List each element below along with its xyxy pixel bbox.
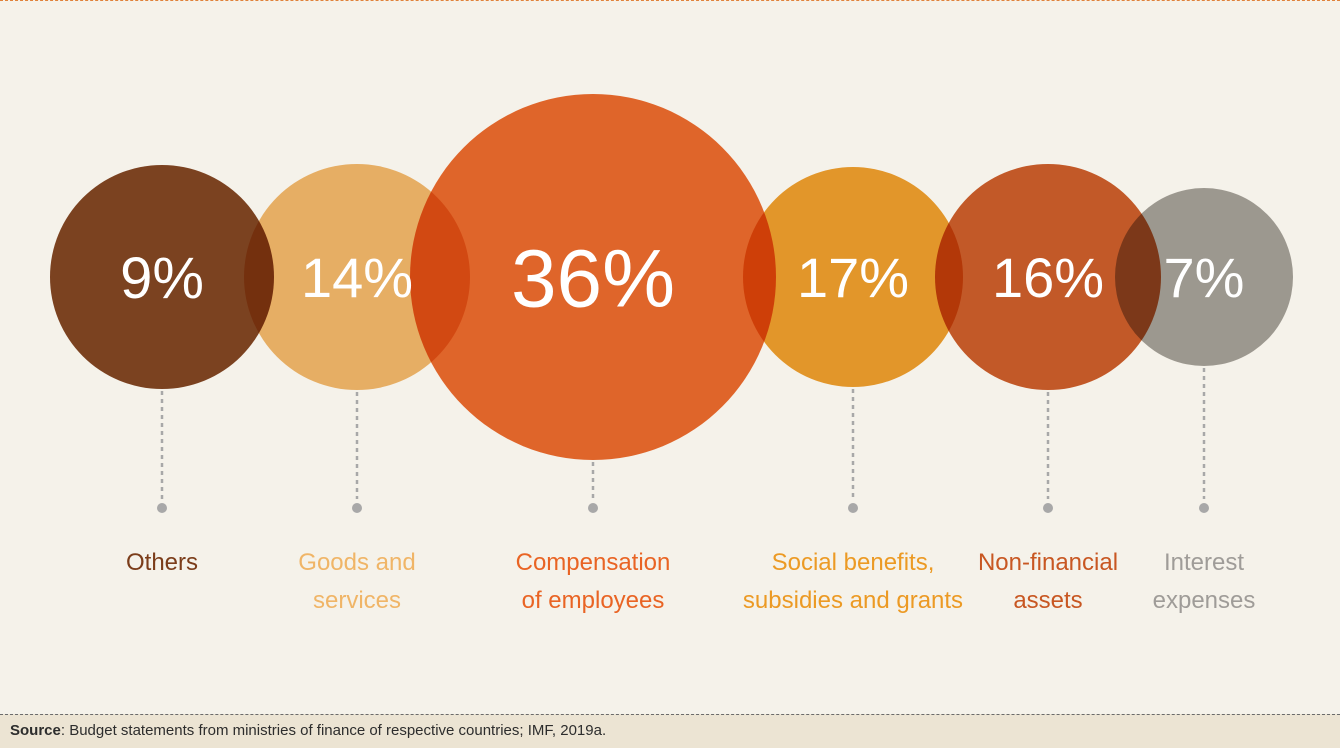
category-label-interest-expenses-line-1: Interest <box>1164 549 1244 576</box>
value-label-compensation-of-employees: 36% <box>511 234 675 325</box>
category-label-compensation-of-employees-line-1: Compensation <box>516 549 671 576</box>
source-note: Source: Budget statements from ministrie… <box>0 714 1340 748</box>
category-label-compensation-of-employees-line-2: of employees <box>522 587 665 614</box>
value-label-others: 9% <box>120 246 204 311</box>
top-dashed-rule <box>0 0 1340 1</box>
value-label-interest-expenses: 7% <box>1164 246 1245 309</box>
bubble-chart: 9% 14% 36% 17% 16% 7% Others Goods and services… <box>50 94 1293 614</box>
category-label-others-line-1: Others <box>126 549 198 576</box>
leader-dot-social-benefits-subsidies-and-grants <box>848 503 858 513</box>
leader-dot-interest-expenses <box>1199 503 1209 513</box>
leader-dot-non-financial-assets <box>1043 503 1053 513</box>
category-label-goods-and-services-line-1: Goods and <box>298 549 415 576</box>
category-label-non-financial-assets-line-2: assets <box>1013 587 1082 614</box>
leader-dot-compensation-of-employees <box>588 503 598 513</box>
category-label-non-financial-assets-line-1: Non-financial <box>978 549 1118 576</box>
source-text: : Budget statements from ministries of f… <box>60 722 607 739</box>
value-label-non-financial-assets: 16% <box>992 246 1104 309</box>
leader-dot-others <box>157 503 167 513</box>
category-label-goods-and-services-line-2: services <box>313 587 401 614</box>
source-label: Source <box>10 722 61 739</box>
bubbles: 9% 14% 36% 17% 16% 7% <box>50 94 1293 460</box>
category-label-social-benefits-subsidies-and-grants-line-2: subsidies and grants <box>743 587 963 614</box>
value-label-social-benefits-subsidies-and-grants: 17% <box>797 246 909 309</box>
bubble-others <box>50 165 274 389</box>
category-labels: Others Goods and services Compensation of em… <box>126 549 1255 614</box>
bubble-non-financial-assets <box>935 164 1161 390</box>
value-label-goods-and-services: 14% <box>301 246 413 309</box>
leader-dot-goods-and-services <box>352 503 362 513</box>
bubble-interest-expenses <box>1115 188 1293 366</box>
bubble-goods-and-services <box>244 164 470 390</box>
bubble-compensation-of-employees <box>410 94 776 460</box>
bubble-social-benefits-subsidies-and-grants <box>743 167 963 387</box>
category-label-social-benefits-subsidies-and-grants-line-1: Social benefits, <box>772 549 935 576</box>
leader-lines <box>157 368 1209 513</box>
category-label-interest-expenses-line-2: expenses <box>1153 587 1256 614</box>
